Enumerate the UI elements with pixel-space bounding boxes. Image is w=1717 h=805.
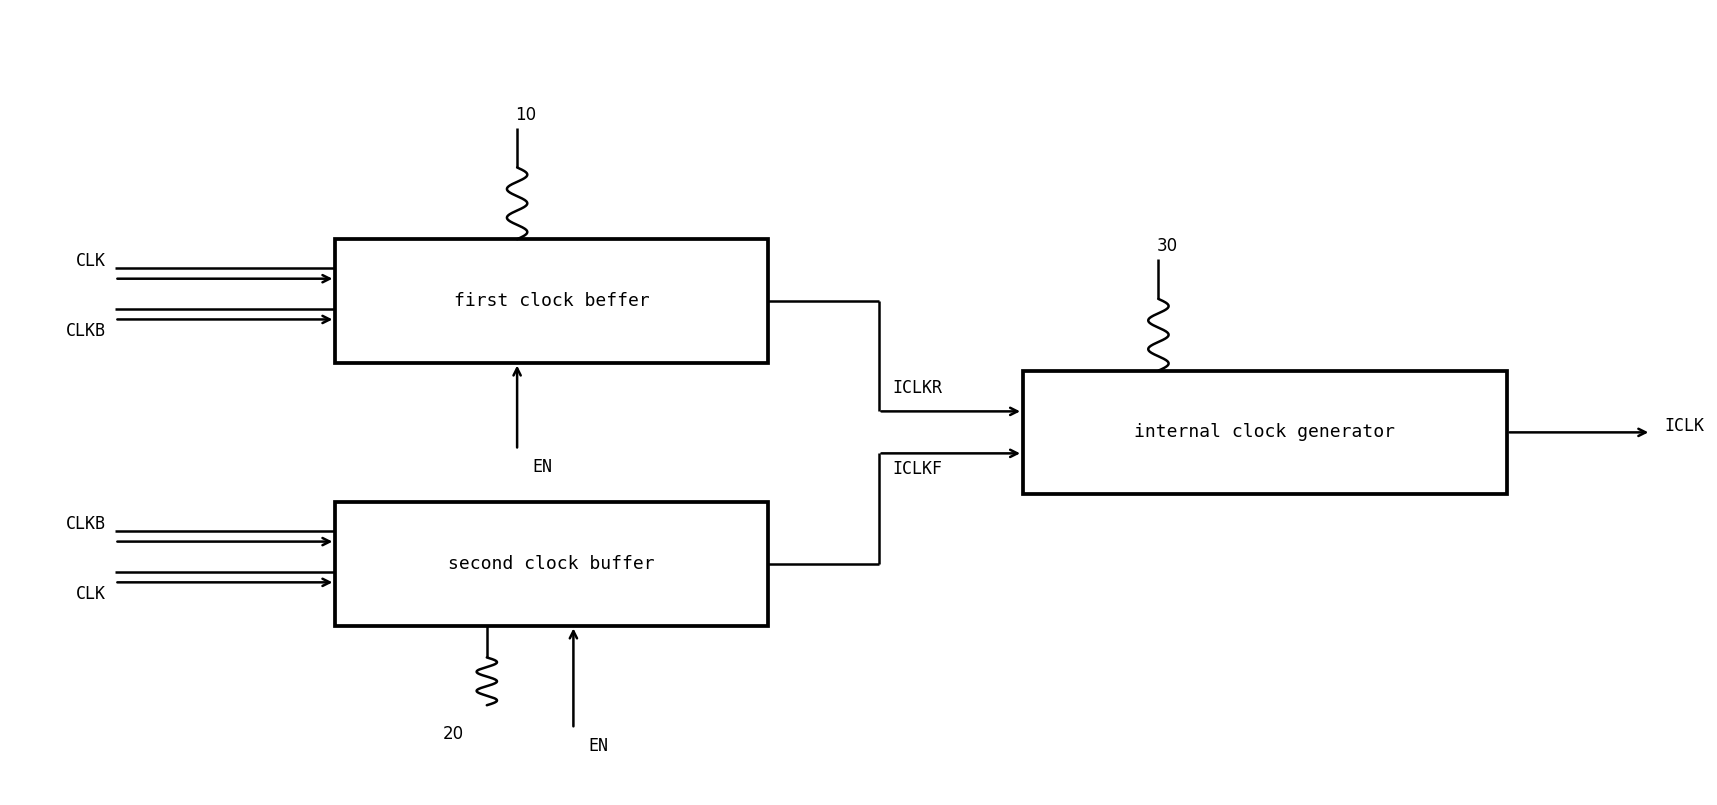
Text: CLK: CLK — [76, 252, 106, 270]
Text: first clock beffer: first clock beffer — [453, 292, 649, 310]
Text: 30: 30 — [1156, 237, 1178, 255]
Bar — [335, 502, 767, 625]
Bar — [335, 239, 767, 363]
Text: 20: 20 — [443, 725, 464, 743]
Text: EN: EN — [532, 458, 553, 477]
Text: CLKB: CLKB — [65, 515, 106, 533]
Text: ICLKF: ICLKF — [893, 460, 943, 477]
Text: CLKB: CLKB — [65, 322, 106, 341]
Text: second clock buffer: second clock buffer — [448, 555, 656, 573]
Text: EN: EN — [589, 737, 610, 755]
Text: 10: 10 — [515, 105, 536, 124]
Text: internal clock generator: internal clock generator — [1135, 423, 1396, 441]
Text: CLK: CLK — [76, 585, 106, 603]
Text: ICLKR: ICLKR — [893, 379, 943, 397]
Text: ICLK: ICLK — [1665, 417, 1705, 435]
Bar — [1023, 370, 1508, 494]
